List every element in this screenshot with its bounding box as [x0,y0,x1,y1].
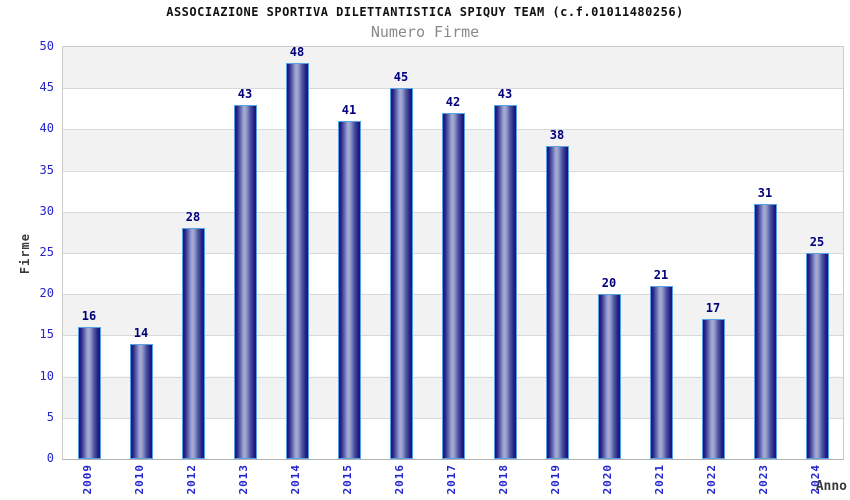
bar [441,112,465,459]
x-axis-tick-label: 2015 [341,464,354,495]
chart-subtitle: Numero Firme [370,23,480,41]
bar-value-label: 28 [185,210,201,225]
bar [597,294,621,459]
bar [337,121,361,459]
y-axis-tick-label: 0 [46,451,54,465]
bar [545,145,569,459]
bar [77,327,101,459]
y-axis-tick-label: 40 [39,121,54,136]
x-axis-tick-label: 2023 [757,464,770,495]
x-axis-tick-label: 2009 [81,464,94,495]
x-axis-tick-label: 2024 [809,464,822,495]
y-axis-tick-label: 45 [39,80,54,95]
x-axis-tick-label: 2010 [133,464,146,495]
x-axis-tick-label: 2021 [653,464,666,495]
bar [753,203,777,459]
plot-area: 16 14 28 43 48 41 45 42 43 38 20 21 17 31 25 [62,45,844,460]
bar-value-label: 42 [445,94,461,109]
bar-value-label: 20 [601,276,617,291]
x-axis-tick-label: 2014 [289,464,302,495]
bar [181,228,205,459]
y-axis-tick-label: 25 [39,245,54,259]
x-axis-tick-label: 2017 [445,464,458,495]
bar [233,104,257,459]
bar [805,253,829,459]
bar-value-label: 41 [341,103,357,118]
x-axis-tick-label: 2022 [705,464,718,495]
bar [389,88,413,459]
x-axis-tick-label: 2020 [601,464,614,495]
y-axis-tick-label: 50 [39,39,54,53]
bar-value-label: 45 [393,70,409,85]
x-axis-tick-label: 2018 [497,464,510,495]
y-axis-tick-label: 15 [39,327,54,342]
bar [493,104,517,459]
x-axis-tick-label: 2012 [185,464,198,495]
x-axis-tick-label: 2013 [237,464,250,495]
y-axis-tick-label: 20 [39,286,54,301]
y-axis-tick-label: 35 [39,162,54,177]
y-axis-tick-label: 5 [46,409,54,424]
bar [129,343,153,459]
chart-title: ASSOCIAZIONE SPORTIVA DILETTANTISTICA SP… [166,5,684,19]
y-axis-tick-label: 10 [39,368,54,383]
x-axis-tick-label: 2016 [393,464,406,495]
bar [285,63,309,459]
bar [649,285,673,459]
bar-value-label: 17 [705,300,721,315]
bar-value-label: 16 [81,309,97,324]
x-axis-title: Anno [815,479,847,494]
y-gridline [63,88,843,90]
bar-value-label: 21 [653,267,669,282]
bar-value-label: 38 [549,127,565,142]
bar [701,318,725,459]
x-axis-tick-label: 2019 [549,464,562,495]
bar-value-label: 14 [133,325,149,340]
bar-value-label: 43 [237,86,253,101]
bar-value-label: 31 [757,185,773,200]
bar-value-label: 48 [289,45,305,60]
bar-value-label: 25 [809,235,825,249]
y-axis-tick-label: 30 [39,203,54,218]
bar-value-label: 43 [497,86,513,101]
